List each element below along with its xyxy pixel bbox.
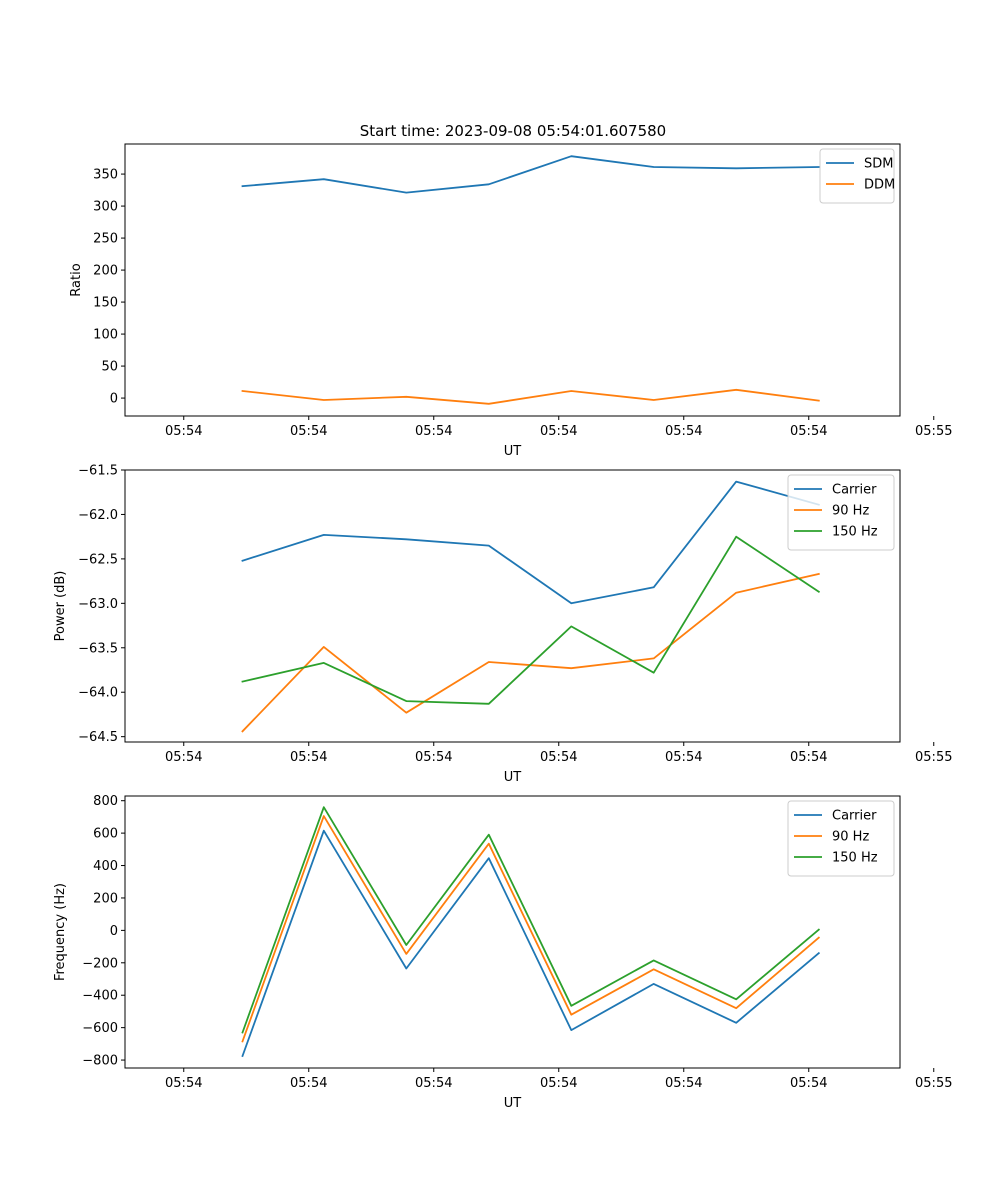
power-x-tick-label: 05:54 (415, 750, 452, 765)
ratio-legend-label: SDM (864, 157, 893, 172)
ratio-x-tick-label: 05:54 (540, 424, 577, 439)
power-x-tick-label: 05:55 (915, 750, 952, 765)
ratio-y-tick-label: 100 (93, 328, 118, 343)
ratio-y-tick-label: 200 (93, 264, 118, 279)
power-series-line-carrier (241, 480, 820, 605)
ratio-axes-frame (124, 143, 901, 417)
frequency-x-tick-label: 05:54 (415, 1076, 452, 1091)
power-x-axis-label: UT (504, 770, 522, 785)
frequency-x-tick-label: 05:54 (790, 1076, 827, 1091)
ratio-x-tick-label: 05:54 (290, 424, 327, 439)
ratio-y-tick-label: 150 (93, 296, 118, 311)
ratio-y-tick-label: 250 (93, 232, 118, 247)
frequency-y-tick-label: −400 (82, 989, 118, 1004)
frequency-legend-label: 90 Hz (832, 830, 869, 845)
frequency-legend-label: Carrier (832, 809, 877, 824)
power-y-tick-label: −62.0 (78, 508, 118, 523)
frequency-y-tick-label: −600 (82, 1021, 118, 1036)
frequency-y-tick-label: −200 (82, 956, 118, 971)
power-y-tick-label: −63.0 (78, 597, 118, 612)
power-series-line-150-hz (241, 535, 821, 705)
ratio-x-tick-label: 05:54 (165, 424, 202, 439)
frequency-x-axis-label: UT (504, 1096, 522, 1111)
power-y-tick-label: −64.0 (78, 686, 118, 701)
ratio-x-tick-label: 05:54 (665, 424, 702, 439)
frequency-series-line-carrier (241, 829, 821, 1058)
ratio-y-tick-label: 0 (110, 392, 118, 407)
ratio-y-tick-label: 300 (93, 200, 118, 215)
power-legend-label: Carrier (832, 483, 877, 498)
power-y-tick-label: −61.5 (78, 464, 118, 479)
ratio-legend-label: DDM (864, 178, 895, 193)
frequency-series-line-90-hz (241, 815, 821, 1043)
power-y-tick-label: −62.5 (78, 552, 118, 567)
frequency-y-axis-label: Frequency (Hz) (53, 883, 68, 981)
ratio-y-tick-label: 350 (93, 168, 118, 183)
ratio-x-tick-label: 05:54 (790, 424, 827, 439)
ratio-y-tick-label: 50 (101, 360, 118, 375)
power-y-axis-label: Power (dB) (53, 571, 68, 642)
ratio-panel: 05:54 05:54 05:54 05:54 05:54 05:54 05:55 0 50 10… (69, 143, 952, 459)
power-panel: 05:54 05:54 05:54 05:54 05:54 05:54 05:55 −64.5… (53, 464, 952, 786)
frequency-axes-frame (124, 795, 901, 1069)
ratio-series-line-sdm (241, 155, 820, 194)
frequency-legend-label: 150 Hz (832, 851, 878, 866)
frequency-x-tick-label: 05:54 (665, 1076, 702, 1091)
frequency-y-tick-label: 400 (93, 859, 118, 874)
frequency-x-tick-label: 05:54 (540, 1076, 577, 1091)
power-y-tick-label: −63.5 (78, 641, 118, 656)
ratio-x-tick-label: 05:54 (415, 424, 452, 439)
frequency-y-tick-label: 600 (93, 827, 118, 842)
power-x-tick-label: 05:54 (540, 750, 577, 765)
frequency-panel: 05:54 05:54 05:54 05:54 05:54 05:54 05:55 −800 −… (53, 794, 952, 1111)
frequency-y-tick-label: −800 (82, 1054, 118, 1069)
frequency-x-tick-label: 05:55 (915, 1076, 952, 1091)
power-x-tick-label: 05:54 (165, 750, 202, 765)
ratio-x-tick-label: 05:55 (915, 424, 952, 439)
frequency-series-line-150-hz (241, 806, 821, 1034)
frequency-y-tick-label: 800 (93, 794, 118, 809)
power-x-tick-label: 05:54 (665, 750, 702, 765)
power-x-tick-label: 05:54 (790, 750, 827, 765)
power-axes-frame (124, 469, 901, 743)
frequency-y-tick-label: 0 (110, 924, 118, 939)
figure-title: Start time: 2023-09-08 05:54:01.607580 (360, 122, 666, 140)
power-y-tick-label: −64.5 (78, 730, 118, 745)
frequency-x-tick-label: 05:54 (290, 1076, 327, 1091)
power-legend-label: 150 Hz (832, 525, 878, 540)
ratio-y-axis-label: Ratio (69, 263, 84, 296)
frequency-y-tick-label: 200 (93, 891, 118, 906)
power-legend-label: 90 Hz (832, 504, 869, 519)
power-x-tick-label: 05:54 (290, 750, 327, 765)
frequency-x-tick-label: 05:54 (165, 1076, 202, 1091)
ratio-series-line-ddm (241, 388, 820, 405)
ratio-x-axis-label: UT (504, 444, 522, 459)
